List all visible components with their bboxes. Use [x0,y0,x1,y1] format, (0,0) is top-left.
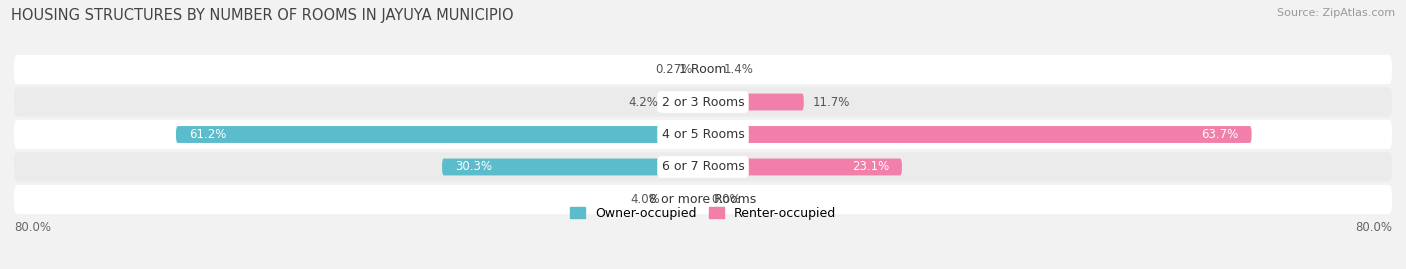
Text: 1 Room: 1 Room [679,63,727,76]
FancyBboxPatch shape [14,55,1392,84]
FancyBboxPatch shape [703,61,716,78]
Text: 4.0%: 4.0% [630,193,659,206]
FancyBboxPatch shape [441,158,703,175]
FancyBboxPatch shape [666,94,703,111]
FancyBboxPatch shape [176,126,703,143]
FancyBboxPatch shape [703,94,804,111]
Text: 4 or 5 Rooms: 4 or 5 Rooms [662,128,744,141]
Text: 6 or 7 Rooms: 6 or 7 Rooms [662,161,744,174]
Text: 63.7%: 63.7% [1201,128,1239,141]
Text: 4.2%: 4.2% [628,95,658,108]
Text: 0.27%: 0.27% [655,63,692,76]
Text: HOUSING STRUCTURES BY NUMBER OF ROOMS IN JAYUYA MUNICIPIO: HOUSING STRUCTURES BY NUMBER OF ROOMS IN… [11,8,513,23]
Text: 30.3%: 30.3% [456,161,492,174]
Text: 8 or more Rooms: 8 or more Rooms [650,193,756,206]
Text: 80.0%: 80.0% [1355,221,1392,233]
Text: 61.2%: 61.2% [188,128,226,141]
FancyBboxPatch shape [703,158,901,175]
Text: 23.1%: 23.1% [852,161,889,174]
FancyBboxPatch shape [14,87,1392,117]
FancyBboxPatch shape [14,185,1392,214]
Text: 80.0%: 80.0% [14,221,51,233]
Legend: Owner-occupied, Renter-occupied: Owner-occupied, Renter-occupied [565,202,841,225]
Text: 0.0%: 0.0% [711,193,741,206]
FancyBboxPatch shape [700,61,703,78]
Text: 2 or 3 Rooms: 2 or 3 Rooms [662,95,744,108]
Text: Source: ZipAtlas.com: Source: ZipAtlas.com [1277,8,1395,18]
FancyBboxPatch shape [14,120,1392,149]
FancyBboxPatch shape [669,191,703,208]
FancyBboxPatch shape [703,126,1251,143]
Text: 1.4%: 1.4% [724,63,754,76]
Text: 11.7%: 11.7% [813,95,849,108]
FancyBboxPatch shape [14,152,1392,182]
